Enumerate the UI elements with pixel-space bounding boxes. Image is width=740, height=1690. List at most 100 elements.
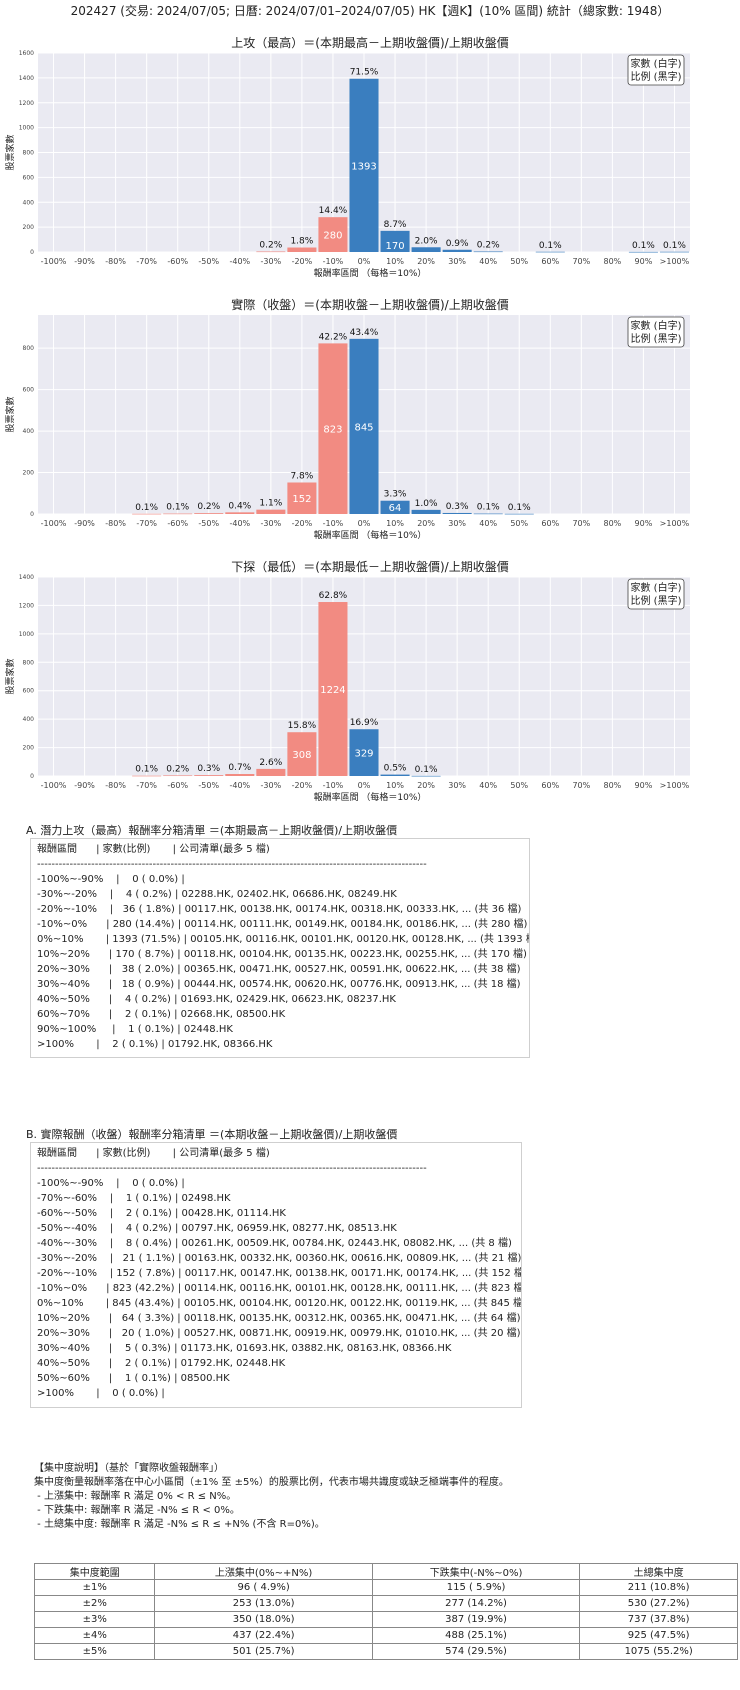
- table-cell: ±2%: [33, 1595, 156, 1612]
- bar: [473, 513, 503, 515]
- chart-upside: 上攻（最高）＝(本期最高－上期收盤價)/上期收盤價 0 200 400 600 800 10…: [4, 35, 690, 279]
- list-line: -20%~-10% | 152 ( 7.8%) | 00117.HK, 0014…: [37, 1268, 522, 1279]
- section-b-title: B. 實際報酬（收盤）報酬率分箱清單 ＝(本期收盤－上期收盤價)/上期收盤價: [26, 1128, 398, 1141]
- list-line: 50%~60% | 1 ( 0.1%) | 08500.HK: [37, 1373, 230, 1384]
- list-line: 0%~10% | 845 (43.4%) | 00105.HK, 00104.H…: [37, 1298, 522, 1309]
- bar-percent-label: 0.3%: [197, 764, 220, 774]
- bar-percent-label: 1.1%: [259, 499, 282, 509]
- report-header: 202427 (交易: 2024/07/05; 日曆: 2024/07/01–2…: [70, 4, 670, 18]
- bar: [318, 343, 348, 514]
- bar-percent-label: 0.2%: [259, 241, 282, 251]
- table-cell: ±4%: [33, 1627, 156, 1644]
- bar-percent-label: 0.1%: [135, 765, 158, 775]
- legend-line-count: 家數 (白字): [631, 581, 682, 594]
- list-line: >100% | 0 ( 0.0%) |: [37, 1388, 165, 1399]
- x-tick-label: -80%: [105, 781, 126, 790]
- y-tick-label: 200: [23, 470, 35, 477]
- table-header-row: 集中度範圍 上漲集中(0%~+N%) 下跌集中(-N%~0%) 土總集中度: [33, 1563, 738, 1580]
- list-line: -30%~-20% | 4 ( 0.2%) | 02288.HK, 02402.…: [37, 889, 397, 900]
- bar-count-label: 329: [354, 749, 373, 760]
- y-tick-label: 400: [23, 428, 35, 435]
- bar: [256, 509, 286, 514]
- y-tick-label: 1200: [19, 602, 34, 609]
- x-tick-label: 0%: [358, 519, 371, 528]
- concentration-note: 【集中度說明】（基於「實際收盤報酬率」） 集中度衡量報酬率落在中心小區間（±1% …: [34, 1462, 509, 1532]
- list-line: 60%~70% | 2 ( 0.1%) | 02668.HK, 08500.HK: [37, 1009, 286, 1020]
- bar-percent-label: 2.0%: [415, 236, 438, 246]
- chart-downside: 下探（最低）＝(本期最低－上期收盤價)/上期收盤價 0 200 400 600 800 10…: [4, 560, 690, 803]
- bar-percent-label: 16.9%: [350, 718, 379, 728]
- table-cell: ±3%: [33, 1611, 156, 1628]
- list-line: 0%~10% | 1393 (71.5%) | 00105.HK, 00116.…: [37, 934, 530, 945]
- bar-percent-label: 2.6%: [259, 758, 282, 768]
- x-tick-label: 80%: [603, 781, 621, 790]
- bar: [442, 512, 472, 514]
- x-tick-label: -30%: [261, 519, 282, 528]
- y-tick-label: 0: [30, 773, 34, 780]
- table-row: ±3% 350 (18.0%) 387 (19.9%) 737 (37.8%): [33, 1611, 738, 1628]
- list-line: -30%~-20% | 21 ( 1.1%) | 00163.HK, 00332…: [37, 1253, 522, 1264]
- note-line: - 下跌集中: 報酬率 R 滿足 -N% ≤ R < 0%。: [34, 1505, 240, 1516]
- legend-line-count: 家數 (白字): [631, 57, 682, 70]
- table-cell: 277 (14.2%): [371, 1595, 581, 1612]
- y-tick-label: 400: [23, 716, 35, 723]
- bar-percent-label: 0.1%: [508, 503, 531, 513]
- list-line: -20%~-10% | 36 ( 1.8%) | 00117.HK, 00138…: [37, 904, 522, 915]
- bar: [256, 251, 286, 253]
- bar-count-label: 170: [386, 241, 405, 252]
- bar-count-label: 1224: [320, 685, 345, 696]
- bar: [411, 247, 441, 252]
- x-tick-label: -100%: [41, 781, 67, 790]
- y-tick-label: 800: [23, 150, 35, 157]
- x-tick-label: -40%: [229, 519, 250, 528]
- x-tick-label: 30%: [448, 519, 466, 528]
- x-tick-label: -50%: [198, 257, 219, 266]
- y-tick-label: 800: [23, 659, 35, 666]
- bar: [380, 774, 410, 776]
- bar: [349, 78, 379, 252]
- y-tick-label: 1000: [19, 631, 34, 638]
- y-tick-label: 600: [23, 174, 35, 181]
- list-line: -100%~-90% | 0 ( 0.0%) |: [37, 1178, 185, 1189]
- x-tick-label: -50%: [198, 519, 219, 528]
- section-b-list: 報酬區間 | 家數(比例) | 公司清單(最多 5 檔) ------------…: [30, 1142, 522, 1408]
- bar-count-label: 308: [292, 750, 311, 761]
- table-header-cell: 上漲集中(0%~+N%): [154, 1563, 373, 1580]
- y-tick-label: 600: [23, 688, 35, 695]
- list-line: 報酬區間 | 家數(比例) | 公司清單(最多 5 檔): [37, 1148, 270, 1159]
- bar: [163, 775, 193, 777]
- list-line: 90%~100% | 1 ( 0.1%) | 02448.HK: [37, 1024, 233, 1035]
- x-tick-label: -50%: [198, 781, 219, 790]
- bar-percent-label: 3.3%: [384, 490, 407, 500]
- table-cell: 530 (27.2%): [579, 1595, 738, 1612]
- bar-percent-label: 0.1%: [663, 241, 686, 251]
- x-tick-label: 60%: [541, 519, 559, 528]
- x-tick-label: -60%: [167, 781, 188, 790]
- x-tick-label: -80%: [105, 257, 126, 266]
- x-tick-label: 10%: [386, 519, 404, 528]
- bar-percent-label: 0.1%: [135, 503, 158, 513]
- x-tick-label: >100%: [660, 519, 690, 528]
- list-line: -40%~-30% | 8 ( 0.4%) | 00261.HK, 00509.…: [37, 1238, 512, 1249]
- bar-percent-label: 0.7%: [228, 763, 251, 773]
- bar: [225, 512, 255, 514]
- bar-percent-label: 7.8%: [290, 471, 313, 481]
- bar: [194, 775, 224, 776]
- bar: [442, 249, 472, 252]
- bar-percent-label: 1.0%: [415, 499, 438, 509]
- y-axis-label: 股票家數: [4, 658, 16, 694]
- x-axis-label: 報酬率區間 （每格＝10%）: [314, 791, 427, 803]
- bar-count-label: 152: [292, 494, 311, 505]
- x-tick-label: 90%: [635, 257, 653, 266]
- list-line: 報酬區間 | 家數(比例) | 公司清單(最多 5 檔): [37, 844, 270, 855]
- section-a-list: 報酬區間 | 家數(比例) | 公司清單(最多 5 檔) ------------…: [30, 838, 530, 1058]
- bar-percent-label: 0.1%: [539, 241, 562, 251]
- table-cell: 350 (18.0%): [154, 1611, 373, 1628]
- x-tick-label: 50%: [510, 257, 528, 266]
- x-tick-label: -70%: [136, 257, 157, 266]
- bar: [535, 251, 565, 253]
- list-line: ----------------------------------------…: [37, 1163, 427, 1174]
- table-cell: 211 (10.8%): [579, 1579, 738, 1596]
- note-line: - 土總集中度: 報酬率 R 滿足 -N% ≤ R ≤ +N% (不含 R=0%…: [34, 1519, 325, 1530]
- x-tick-label: -100%: [41, 257, 67, 266]
